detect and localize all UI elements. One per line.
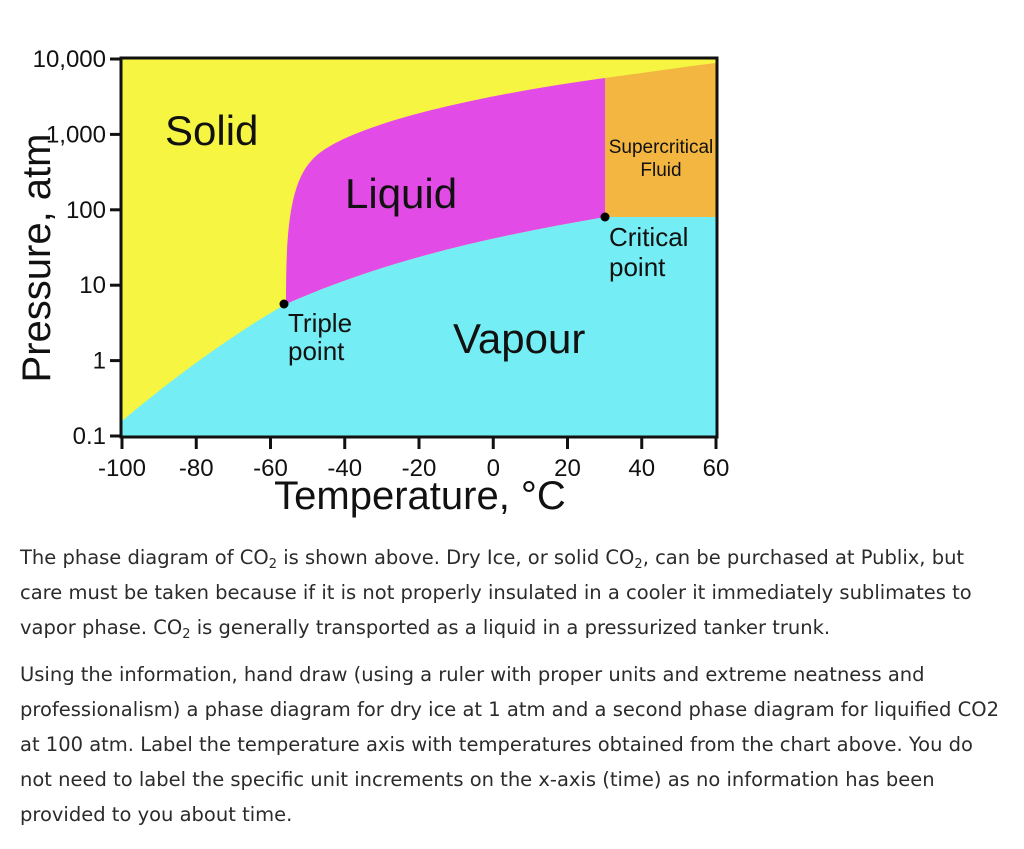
- critical-point-label-line2: point: [609, 252, 666, 282]
- x-tick-label: -100: [98, 455, 146, 482]
- liquid-label: Liquid: [345, 170, 457, 217]
- triple-point-label-line1: Triple: [288, 308, 352, 338]
- x-tick-label: -40: [327, 455, 362, 482]
- paragraph-instructions: Using the information, hand draw (using …: [20, 663, 999, 826]
- solid-label: Solid: [165, 107, 258, 154]
- x-tick-label: 40: [628, 455, 655, 482]
- y-tick-label: 10,000: [33, 46, 106, 73]
- supercritical-label-line1: Supercritical: [609, 137, 714, 158]
- y-tick-label: 10: [79, 272, 106, 299]
- critical-point-marker: [600, 212, 610, 222]
- co2-phase-diagram: 10,000 1,000 100 10 1 0.1 -100 -80 -60 -40 -20 0 20…: [15, 46, 730, 518]
- y-axis-title: Pressure, atm: [15, 134, 59, 383]
- supercritical-region: [605, 63, 716, 217]
- supercritical-label-line2: Fluid: [640, 160, 681, 181]
- triple-point-label-line2: point: [288, 336, 345, 366]
- x-tick-label: -20: [402, 455, 437, 482]
- y-tick-label: 0.1: [73, 423, 106, 450]
- vapour-label: Vapour: [453, 315, 585, 362]
- x-tick-label: 0: [487, 455, 500, 482]
- vapour-region: [122, 217, 716, 436]
- paragraph-intro: The phase diagram of CO2 is shown above.…: [20, 546, 972, 642]
- y-tick-label: 1,000: [46, 121, 106, 148]
- critical-point-label-line1: Critical: [609, 222, 688, 252]
- triple-point-marker: [279, 299, 289, 309]
- x-tick-label: -80: [179, 455, 214, 482]
- y-tick-label: 1: [93, 348, 106, 375]
- x-axis-title: Temperature, °C: [274, 474, 566, 518]
- y-tick-label: 100: [66, 197, 106, 224]
- x-tick-label: 20: [554, 455, 581, 482]
- x-tick-label: 60: [703, 455, 730, 482]
- x-tick-label: -60: [253, 455, 288, 482]
- liquid-region: [286, 78, 605, 304]
